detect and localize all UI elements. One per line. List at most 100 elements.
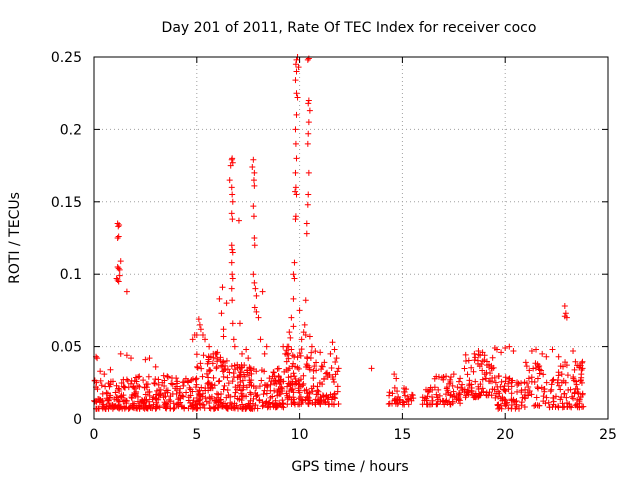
data-point (533, 346, 540, 353)
data-point (105, 380, 112, 387)
data-point (114, 276, 121, 283)
data-point (456, 390, 463, 397)
data-point (199, 373, 206, 380)
data-point (136, 373, 143, 380)
data-point (230, 370, 237, 377)
data-point (332, 395, 339, 402)
data-point (248, 382, 255, 389)
y-axis-tick-labels: 0 0.05 0.1 0.15 0.2 0.25 (51, 50, 82, 428)
data-point (97, 377, 104, 384)
data-point (555, 403, 562, 410)
data-point (199, 332, 206, 339)
data-point (220, 373, 227, 380)
data-point (561, 390, 568, 397)
data-point (509, 377, 516, 384)
data-point (144, 381, 151, 388)
data-point (136, 383, 143, 390)
data-point (326, 400, 333, 407)
data-point (257, 336, 264, 343)
data-point (293, 155, 300, 162)
data-point (479, 376, 486, 383)
data-point (578, 367, 585, 374)
data-point (274, 392, 281, 399)
data-point (123, 288, 130, 295)
data-point (245, 355, 252, 362)
data-point (207, 367, 214, 374)
data-point (555, 372, 562, 379)
data-point (115, 385, 122, 392)
data-point (394, 401, 401, 408)
data-point (472, 378, 479, 385)
data-point (226, 369, 233, 376)
data-point (478, 389, 485, 396)
data-point (260, 391, 267, 398)
data-point (98, 382, 105, 389)
data-point (200, 401, 207, 408)
data-point (164, 373, 171, 380)
data-point (134, 382, 141, 389)
data-point (433, 401, 440, 408)
plot-frame (93, 56, 609, 420)
data-point (466, 377, 473, 384)
data-point (279, 397, 286, 404)
data-point (574, 386, 581, 393)
data-point (160, 394, 167, 401)
data-point (393, 375, 400, 382)
data-point (293, 68, 300, 75)
data-point (421, 397, 428, 404)
data-point (568, 404, 575, 411)
data-point (391, 384, 398, 391)
data-point (91, 398, 98, 405)
data-point (245, 372, 252, 379)
data-point (249, 164, 256, 171)
data-point (171, 404, 178, 411)
data-point (438, 374, 445, 381)
data-point (320, 376, 327, 383)
data-point (431, 384, 438, 391)
grid-lines (94, 57, 608, 419)
data-point (307, 355, 314, 362)
data-point (333, 355, 340, 362)
data-point (305, 119, 312, 126)
data-point (508, 383, 515, 390)
data-point (570, 347, 577, 354)
data-point (294, 94, 301, 101)
data-point (117, 258, 124, 265)
data-point (558, 371, 565, 378)
data-point (287, 373, 294, 380)
data-point (129, 400, 136, 407)
y-axis-label: ROTI / TECUs (7, 192, 23, 284)
data-point (168, 380, 175, 387)
data-point (405, 401, 412, 408)
data-point (205, 374, 212, 381)
data-point (239, 377, 246, 384)
data-point (106, 403, 113, 410)
data-point (541, 388, 548, 395)
data-point (254, 392, 261, 399)
data-point (450, 371, 457, 378)
data-point (485, 378, 492, 385)
data-point (195, 397, 202, 404)
data-point (561, 303, 568, 310)
data-point (172, 385, 179, 392)
data-point (289, 352, 296, 359)
data-point (292, 61, 299, 68)
data-point (477, 381, 484, 388)
data-point (572, 378, 579, 385)
data-point (290, 323, 297, 330)
data-point (123, 352, 130, 359)
data-point (250, 177, 257, 184)
data-point (231, 393, 238, 400)
data-point (533, 394, 540, 401)
data-point (101, 371, 108, 378)
x-tick-label: 10 (291, 427, 309, 443)
data-point (121, 397, 128, 404)
data-point (162, 404, 169, 411)
data-point (266, 375, 273, 382)
data-point (250, 395, 257, 402)
data-point (251, 279, 258, 286)
data-point (107, 366, 114, 373)
data-point (289, 380, 296, 387)
data-point (306, 333, 313, 340)
data-point (331, 378, 338, 385)
